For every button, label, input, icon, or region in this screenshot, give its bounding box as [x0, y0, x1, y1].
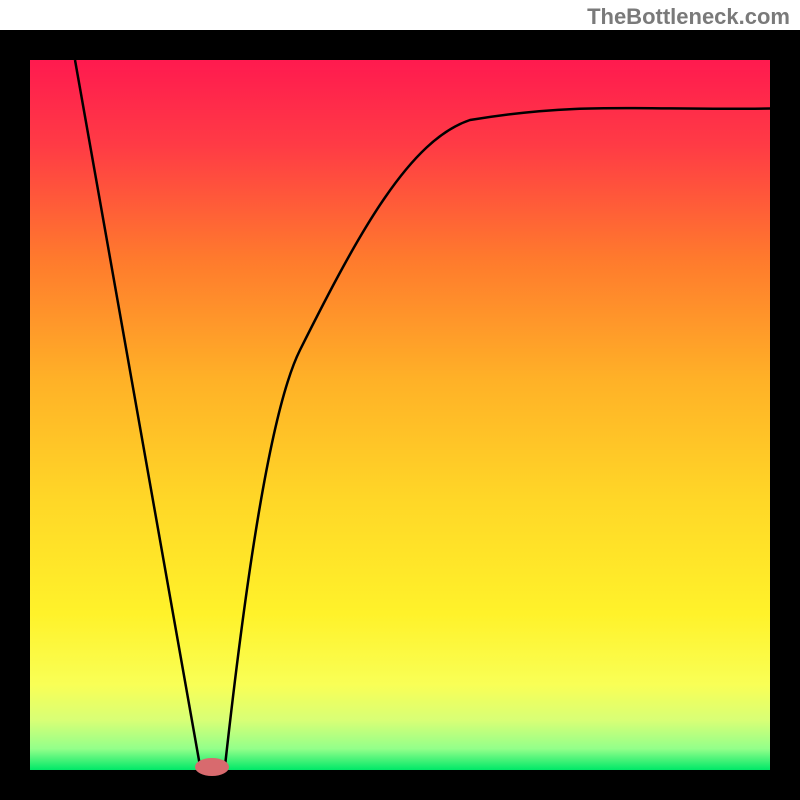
plot-frame-bottom	[0, 770, 800, 800]
watermark-text: TheBottleneck.com	[587, 4, 790, 30]
plot-background	[30, 60, 770, 770]
plot-frame-right	[770, 30, 800, 800]
chart-container: TheBottleneck.com	[0, 0, 800, 800]
bottleneck-chart	[0, 0, 800, 800]
plot-frame-top	[0, 30, 800, 60]
plot-frame-left	[0, 30, 30, 800]
optimum-marker	[195, 758, 229, 776]
